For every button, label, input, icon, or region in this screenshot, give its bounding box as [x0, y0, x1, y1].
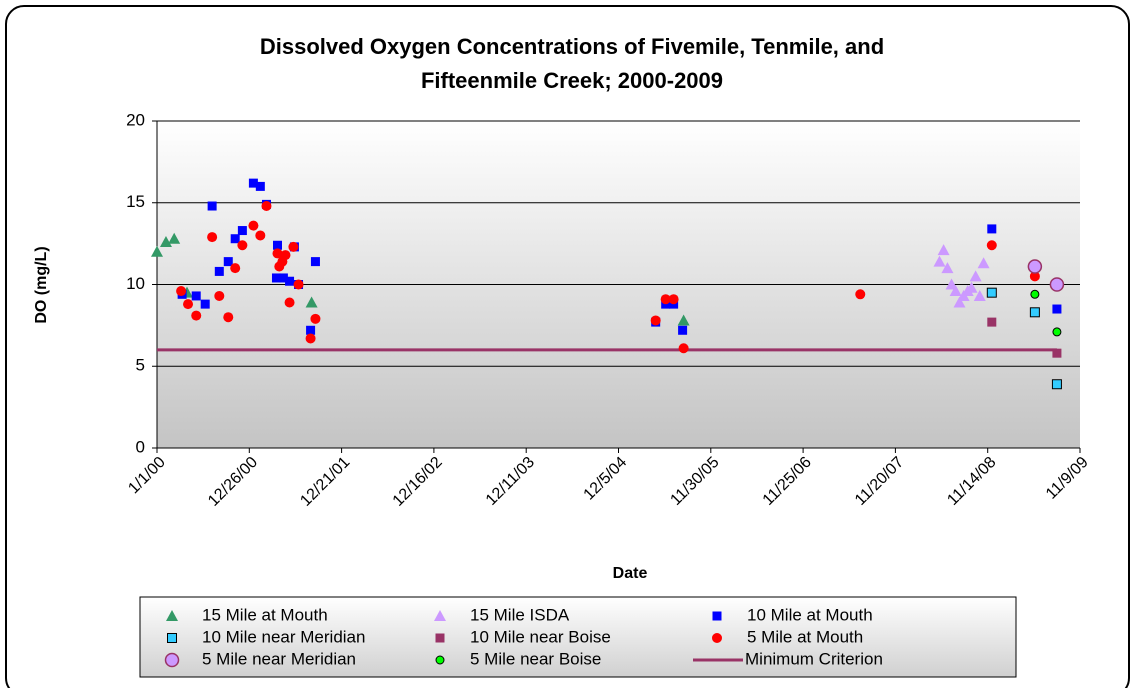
point — [248, 178, 258, 188]
point — [255, 230, 266, 241]
point — [237, 226, 247, 236]
point — [1029, 271, 1040, 282]
y-axis-label: DO (mg/L) — [33, 246, 50, 323]
point — [650, 315, 661, 326]
point — [965, 281, 978, 293]
legend-swatch — [164, 652, 180, 668]
point — [987, 224, 997, 234]
point — [223, 257, 233, 267]
point — [285, 276, 295, 286]
point — [191, 291, 201, 301]
point — [223, 312, 234, 323]
point — [183, 299, 194, 310]
point — [176, 286, 187, 297]
legend-swatch — [712, 611, 722, 621]
legend-swatch — [167, 633, 177, 643]
point — [310, 313, 321, 324]
point — [159, 235, 172, 247]
point — [969, 270, 982, 282]
y-tick-label: 15 — [126, 192, 145, 211]
point — [310, 257, 320, 267]
y-tick-label: 0 — [136, 437, 145, 456]
point — [1030, 289, 1040, 299]
point — [293, 279, 304, 290]
point — [668, 294, 679, 305]
point — [977, 257, 990, 269]
point — [933, 255, 946, 267]
point — [168, 232, 181, 244]
legend-label: 5 Mile near Meridian — [202, 649, 356, 668]
legend-swatch — [435, 633, 445, 643]
point — [214, 290, 225, 301]
point — [237, 240, 248, 251]
point — [1052, 304, 1062, 314]
y-tick-label: 10 — [126, 274, 145, 293]
point — [973, 289, 986, 301]
point — [207, 201, 217, 211]
point — [1029, 307, 1040, 318]
point — [1052, 348, 1062, 358]
point — [284, 297, 295, 308]
point — [937, 244, 950, 256]
point — [207, 232, 218, 243]
legend — [139, 596, 1017, 678]
point — [248, 220, 259, 231]
point — [288, 241, 299, 252]
point — [987, 317, 997, 327]
point — [986, 287, 997, 298]
point — [305, 333, 316, 344]
legend-swatch — [166, 610, 178, 621]
x-axis-label: Date — [613, 565, 648, 582]
point — [660, 294, 671, 305]
chart-title: Fifteenmile Creek; 2000-2009 — [421, 68, 723, 93]
legend-label: 5 Mile at Mouth — [747, 627, 863, 646]
legend-swatch — [712, 633, 722, 643]
point — [151, 245, 163, 257]
legend-swatch — [435, 655, 445, 665]
point — [855, 289, 866, 300]
point — [305, 296, 318, 308]
point — [678, 343, 689, 354]
point — [677, 314, 690, 326]
point — [278, 273, 288, 283]
point — [261, 201, 272, 212]
point — [272, 248, 283, 259]
point — [280, 250, 291, 261]
point — [214, 266, 224, 276]
legend-label: 5 Mile near Boise — [470, 649, 601, 668]
point — [230, 234, 240, 244]
point — [255, 181, 265, 191]
point — [191, 310, 202, 321]
y-tick-label: 20 — [126, 110, 145, 129]
legend-label: 10 Mile near Boise — [470, 627, 611, 646]
legend-label: Minimum Criterion — [745, 649, 883, 668]
chart-title: Dissolved Oxygen Concentrations of Fivem… — [260, 34, 884, 59]
point — [1049, 277, 1065, 292]
point — [230, 263, 241, 274]
legend-label: 10 Mile at Mouth — [747, 605, 873, 624]
point — [271, 273, 281, 283]
legend-swatch — [434, 610, 446, 621]
legend-label: 15 Mile at Mouth — [202, 605, 328, 624]
point — [949, 285, 962, 297]
point — [306, 325, 316, 335]
point — [953, 296, 966, 308]
point — [273, 240, 283, 250]
y-tick-label: 5 — [136, 356, 145, 375]
point — [1051, 379, 1062, 390]
point — [1052, 327, 1062, 337]
point — [986, 240, 997, 251]
legend-label: 10 Mile near Meridian — [202, 627, 365, 646]
point — [200, 299, 210, 309]
point — [1027, 259, 1043, 274]
point — [941, 262, 954, 274]
point — [945, 278, 958, 290]
legend-label: 15 Mile ISDA — [470, 605, 570, 624]
point — [678, 325, 688, 335]
